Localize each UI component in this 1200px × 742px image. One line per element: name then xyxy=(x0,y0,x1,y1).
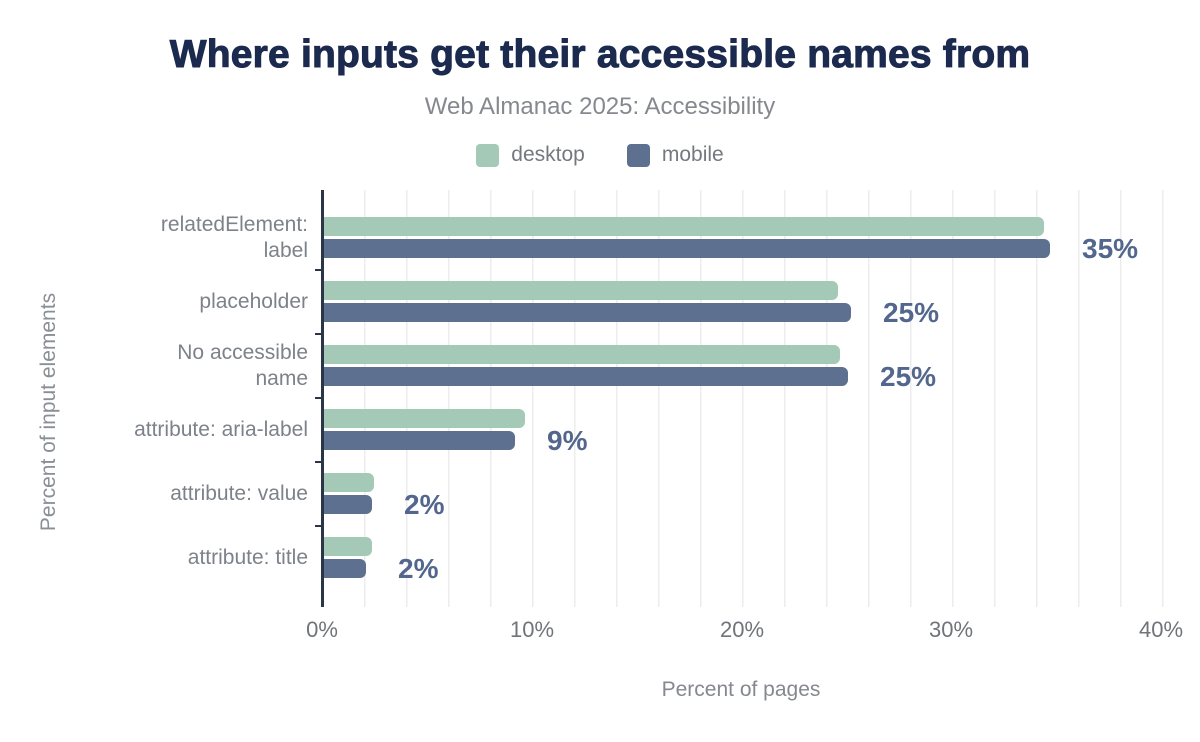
category-label: attribute: value xyxy=(170,481,308,505)
value-label: 35% xyxy=(1082,233,1139,264)
desktop-bar xyxy=(322,345,840,364)
bar-line-mobile: 25% xyxy=(322,361,1161,392)
desktop-bar xyxy=(322,409,525,428)
mobile-swatch-icon xyxy=(626,143,650,167)
category-label: placeholder xyxy=(199,289,308,313)
bar-line-mobile: 9% xyxy=(322,425,1161,456)
chart-title: Where inputs get their accessible names … xyxy=(169,33,1031,77)
desktop-swatch-icon xyxy=(476,143,500,167)
bar-line-mobile: 25% xyxy=(322,297,1161,328)
bar-group: attribute: title 2% xyxy=(188,537,1161,584)
bar-group: attribute: aria-label 9% xyxy=(134,409,1161,456)
mobile-bar xyxy=(322,303,851,322)
mobile-bar xyxy=(322,495,372,514)
category-label: attribute: title xyxy=(187,545,308,569)
bar-line-desktop xyxy=(322,345,1161,364)
category-label: No accessible name xyxy=(177,340,308,390)
x-axis-title: Percent of pages xyxy=(661,678,821,701)
value-label: 25% xyxy=(880,361,937,392)
desktop-bar xyxy=(322,537,372,556)
legend-item-mobile: mobile xyxy=(626,143,724,167)
legend-label-mobile: mobile xyxy=(661,143,724,166)
category-tick xyxy=(315,269,321,271)
bar-group: placeholder 25% xyxy=(199,281,1161,328)
bar-group: relatedElement: label 35% xyxy=(161,213,1161,264)
bar-group: attribute: value 2% xyxy=(170,473,1161,520)
mobile-bar xyxy=(322,431,515,450)
bar-line-desktop xyxy=(322,217,1161,236)
x-tick-label: 30% xyxy=(928,617,974,642)
bar-line-desktop xyxy=(322,473,1161,492)
x-tick-label: 20% xyxy=(719,617,765,642)
bar-line-desktop xyxy=(322,281,1161,300)
category-label: attribute: aria-label xyxy=(134,417,308,441)
category-tick xyxy=(315,333,321,335)
bar-line-mobile: 2% xyxy=(322,489,1161,520)
legend: desktop mobile xyxy=(0,143,1200,167)
value-label: 25% xyxy=(883,297,940,328)
x-tick-label: 10% xyxy=(509,617,555,642)
bar-line-desktop xyxy=(322,409,1161,428)
category-tick xyxy=(315,461,321,463)
x-tick-label: 40% xyxy=(1138,617,1184,642)
legend-item-desktop: desktop xyxy=(476,143,585,167)
value-label: 2% xyxy=(404,489,445,520)
value-label: 2% xyxy=(398,553,439,584)
category-tick xyxy=(315,397,321,399)
y-axis-title: Percent of input elements xyxy=(37,292,60,532)
plot-area: relatedElement: label 35% placeholder 25% No… xyxy=(134,190,1164,607)
chart-subtitle: Web Almanac 2025: Accessibility xyxy=(424,93,776,120)
bar-rows: relatedElement: label 35% placeholder 25% No… xyxy=(134,190,1161,607)
desktop-bar xyxy=(322,473,374,492)
mobile-bar xyxy=(322,559,366,578)
mobile-bar xyxy=(322,367,848,386)
mobile-bar xyxy=(322,239,1050,258)
x-tick-label: 0% xyxy=(306,617,338,642)
legend-label-desktop: desktop xyxy=(511,143,585,166)
desktop-bar xyxy=(322,281,838,300)
bar-line-desktop xyxy=(322,537,1161,556)
category-tick xyxy=(315,525,321,527)
value-label: 9% xyxy=(547,425,588,456)
bar-line-mobile: 2% xyxy=(322,553,1161,584)
desktop-bar xyxy=(322,217,1044,236)
y-axis-line xyxy=(321,190,324,607)
bar-group: No accessible name 25% xyxy=(177,341,1161,392)
bar-line-mobile: 35% xyxy=(322,233,1161,264)
category-label: relatedElement: label xyxy=(160,212,308,262)
